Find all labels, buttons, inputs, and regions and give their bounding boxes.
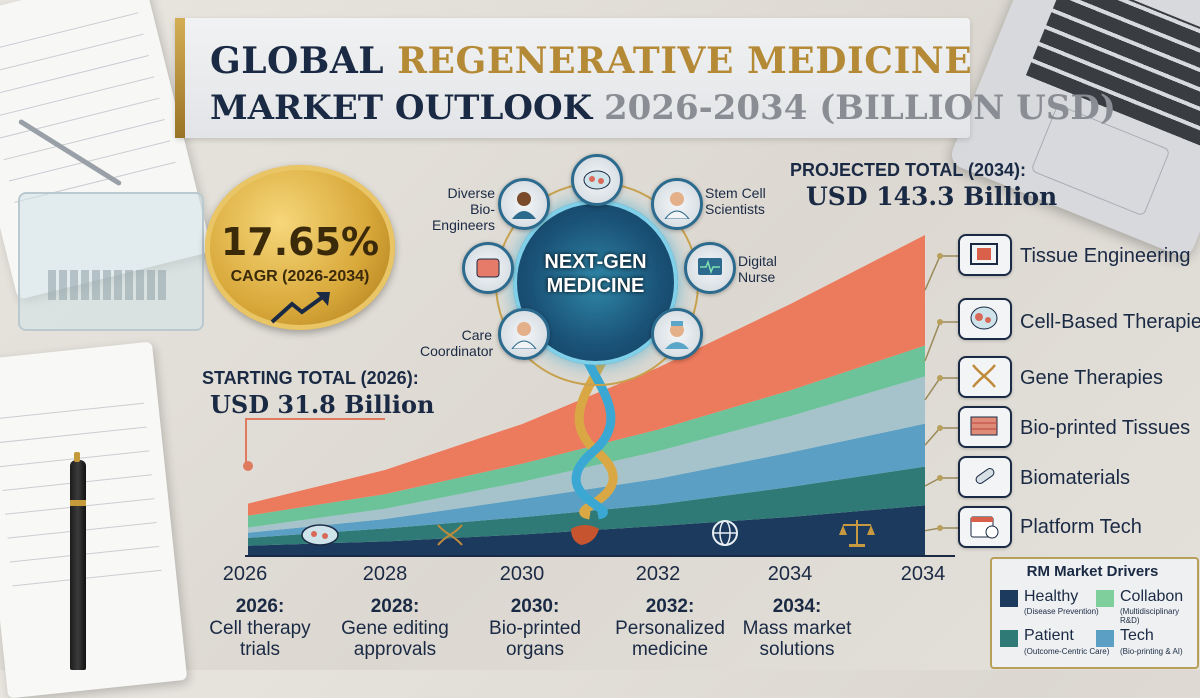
hub-label: NEXT-GEN MEDICINE: [544, 251, 647, 297]
biomaterials-icon: [958, 456, 1012, 498]
leader-dot: [937, 253, 943, 259]
legend-sub-collabon: (Multidisciplinary R&D): [1120, 607, 1180, 625]
leader-line: [924, 255, 958, 291]
legend-item-collabon: Collabon: [1120, 588, 1184, 605]
role-label-care-coordinator: Care Coordinator: [420, 327, 494, 359]
x-tick-label: 2030: [499, 563, 545, 585]
role-label-digital-nurse: Digital Nurse: [738, 253, 777, 285]
legend-sub-healthy: (Disease Prevention): [1024, 607, 1099, 616]
milestone-2026: 2026: Cell therapy trials: [209, 596, 311, 660]
platform-tech-icon: [958, 506, 1012, 548]
series-label-cell-based-therapies: Cell-Based Therapies: [1020, 311, 1200, 333]
globe-network-icon: [712, 520, 738, 546]
legend-item-tech: Tech: [1120, 627, 1154, 644]
dna-icon: [437, 524, 463, 546]
trend-arrow-icon: [270, 292, 330, 324]
leader-line: [924, 377, 958, 401]
tissue-orbit-icon: [462, 242, 514, 294]
scientist-icon: [651, 178, 703, 230]
area-series-biomaterials: [248, 466, 925, 546]
nurse-icon: [651, 308, 703, 360]
petri-orbit-icon: [571, 154, 623, 206]
x-tick-label: 2028: [362, 563, 408, 585]
legend-item-patient: Patient: [1024, 627, 1074, 644]
legend-title: RM Market Drivers: [1026, 563, 1159, 580]
leader-dot: [937, 425, 943, 431]
starting-total-value: USD 31.8 Billion: [210, 390, 435, 419]
cagr-coin: [205, 165, 395, 330]
liver-icon: [571, 525, 599, 545]
cell-therapy-icon: [958, 298, 1012, 340]
monitor-icon: [684, 242, 736, 294]
starting-total-label: STARTING TOTAL (2026):: [202, 368, 419, 388]
milestone-2032: 2032: Personalized medicine: [615, 596, 725, 660]
chart-title-line1: GLOBAL REGENERATIVE MEDICINE: [210, 40, 973, 82]
legend-leader-lines: [924, 253, 958, 532]
series-label-platform-tech: Platform Tech: [1020, 516, 1142, 538]
leader-dot: [937, 525, 943, 531]
series-label-gene-therapies: Gene Therapies: [1020, 367, 1164, 389]
projected-total-value: USD 143.3 Billion: [806, 182, 1058, 211]
series-label-tissue-engineering: Tissue Engineering: [1020, 245, 1191, 267]
leader-line: [924, 321, 958, 362]
leader-dot: [937, 319, 943, 325]
legend-sub-patient: (Outcome-Centric Care): [1024, 647, 1110, 656]
legend-sub-tech: (Bio-printing & AI): [1120, 647, 1183, 656]
series-label-biomaterials: Biomaterials: [1020, 467, 1131, 489]
legend-swatch-patient: [1000, 630, 1018, 647]
milestone-2028: 2028: Gene editing approvals: [341, 596, 449, 660]
x-tick-label: 2032: [635, 563, 681, 585]
bioprinted-tissue-icon: [958, 406, 1012, 448]
start-bracket: [245, 418, 385, 464]
cagr-label: CAGR (2026-2034): [230, 268, 370, 285]
drivers-legend: [990, 557, 1199, 669]
doctor-icon: [498, 308, 550, 360]
bio-engineer-icon: [498, 178, 550, 230]
role-label-bio-engineers: Diverse Bio-Engineers: [431, 185, 495, 233]
petri-dish-icon: [301, 524, 339, 546]
x-tick-label: 2026: [222, 563, 268, 585]
role-label-stem-cell: Stem Cell Scientists: [705, 185, 766, 217]
cagr-value: 17.65%: [220, 220, 380, 264]
title-panel: [175, 18, 970, 138]
title-accent-bar: [175, 18, 185, 138]
tissue-engineering-icon: [958, 234, 1012, 276]
legend-swatch-healthy: [1000, 590, 1018, 607]
milestone-2034: 2034: Mass market solutions: [742, 596, 852, 660]
tablet-decoration: [18, 192, 204, 331]
area-series-tissue-engineering: [248, 235, 925, 516]
legend-item-healthy: Healthy: [1024, 588, 1079, 605]
legend-swatch-collabon: [1096, 590, 1114, 607]
projected-total-label: PROJECTED TOTAL (2034):: [790, 160, 1027, 180]
legend-swatch-tech: [1096, 630, 1114, 647]
leader-dot: [937, 375, 943, 381]
pen-decoration: [70, 452, 86, 670]
milestone-2030: 2030: Bio-printed organs: [489, 596, 581, 660]
series-label-bio-printed-tissues: Bio-printed Tissues: [1020, 417, 1191, 439]
leader-dot: [937, 475, 943, 481]
area-series-cell-based-therapies: [248, 345, 925, 528]
chart-title-line2: MARKET OUTLOOK 2026-2034 (BILLION USD): [210, 88, 1116, 128]
x-tick-label: 2034: [900, 563, 946, 585]
gene-therapy-icon: [958, 356, 1012, 398]
x-tick-label: 2034: [767, 563, 813, 585]
